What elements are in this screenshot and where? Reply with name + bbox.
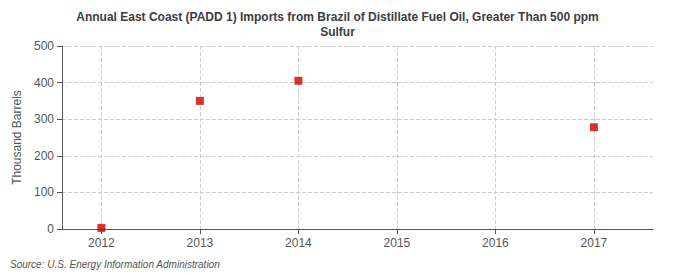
svg-text:Annual East Coast (PADD 1) Imp: Annual East Coast (PADD 1) Imports from … — [76, 10, 599, 24]
svg-text:0: 0 — [47, 222, 54, 236]
svg-text:2015: 2015 — [384, 236, 411, 250]
svg-text:2013: 2013 — [187, 236, 214, 250]
svg-text:2014: 2014 — [285, 236, 312, 250]
svg-text:2016: 2016 — [482, 236, 509, 250]
svg-text:2017: 2017 — [581, 236, 608, 250]
svg-text:Sulfur: Sulfur — [320, 25, 355, 39]
svg-text:2012: 2012 — [88, 236, 115, 250]
svg-text:Thousand Barrels: Thousand Barrels — [10, 90, 24, 185]
svg-text:300: 300 — [34, 112, 54, 126]
svg-text:500: 500 — [34, 39, 54, 53]
svg-text:Source: U.S. Energy Informatio: Source: U.S. Energy Information Administ… — [10, 259, 220, 270]
svg-text:200: 200 — [34, 149, 54, 163]
svg-text:400: 400 — [34, 76, 54, 90]
svg-text:100: 100 — [34, 185, 54, 199]
